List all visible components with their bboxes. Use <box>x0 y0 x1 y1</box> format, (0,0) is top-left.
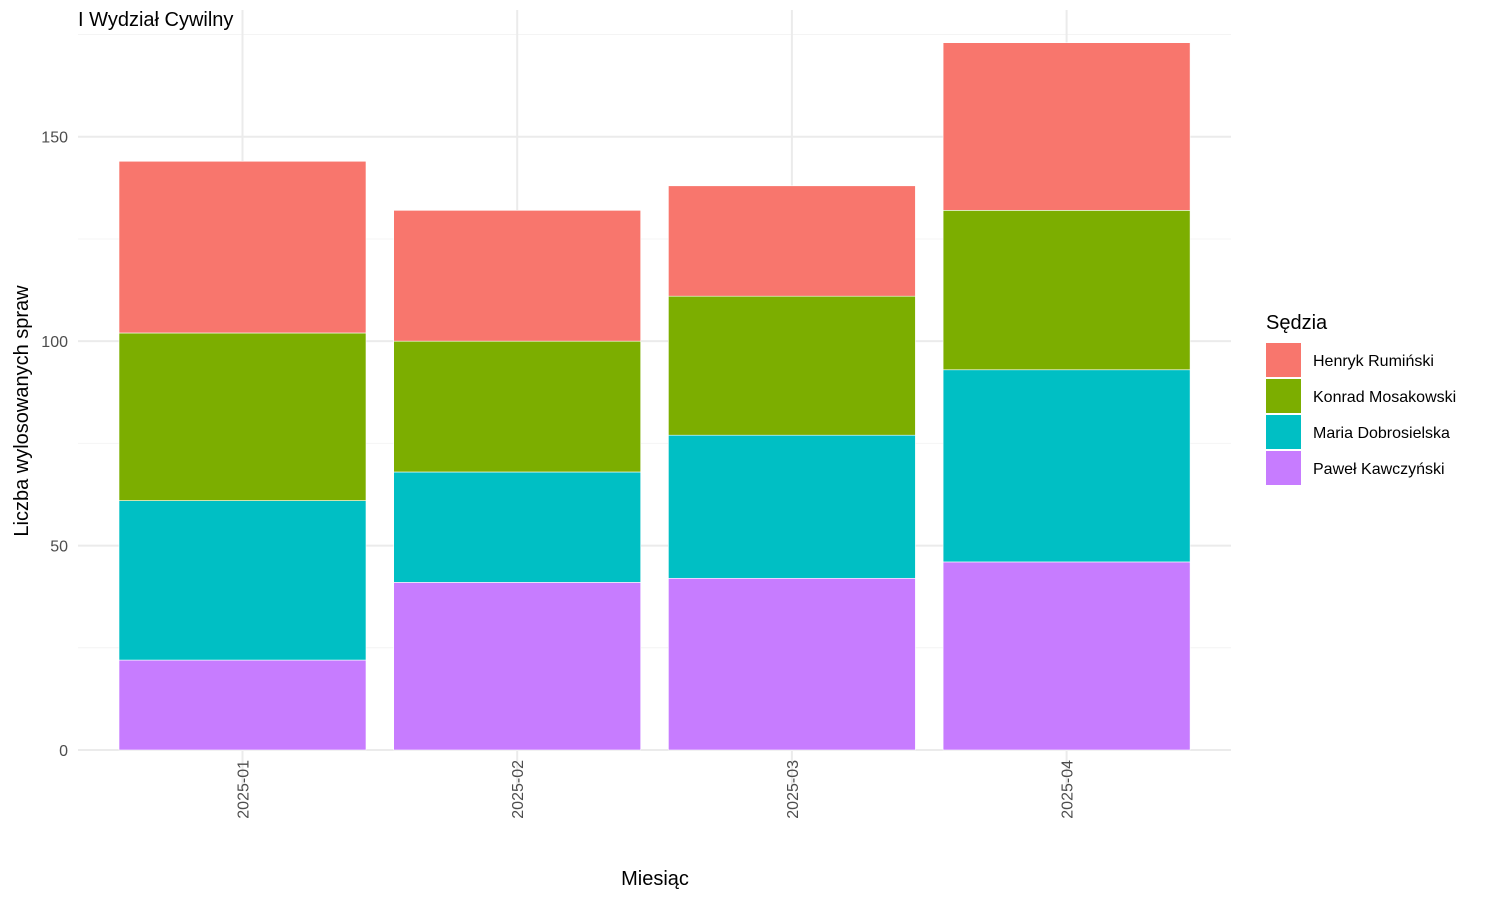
y-tick-label: 100 <box>41 334 68 351</box>
bar-segment <box>393 340 642 473</box>
bar-segment <box>118 332 367 501</box>
x-tick-label: 2025-03 <box>785 760 802 819</box>
legend-label: Konrad Mosakowski <box>1313 389 1456 406</box>
bar-segment <box>118 659 367 751</box>
legend-title: Sędzia <box>1266 312 1328 334</box>
bar-segment <box>668 577 916 751</box>
bar-segment <box>942 561 1191 751</box>
y-tick-label: 0 <box>59 743 68 760</box>
legend-key <box>1266 343 1301 377</box>
bar-segment <box>668 434 916 579</box>
chart-title: I Wydział Cywilny <box>78 9 233 31</box>
x-tick-label: 2025-04 <box>1060 760 1077 819</box>
x-tick-label: 2025-01 <box>236 760 253 819</box>
bar-segment <box>118 500 367 661</box>
axis-layer: 0 50 100 150 2025-01 2025-02 2025-03 2025-04 <box>41 130 1076 819</box>
bar-segment <box>942 42 1191 211</box>
y-axis-label: Liczba wylosowanych spraw <box>11 285 33 537</box>
legend-label: Maria Dobrosielska <box>1313 425 1450 442</box>
legend-label: Henryk Rumiński <box>1313 353 1434 370</box>
bar-segment <box>393 210 642 342</box>
y-tick-label: 50 <box>50 539 68 556</box>
bar-segment <box>118 160 367 334</box>
bar-segment <box>393 471 642 583</box>
legend-key <box>1266 451 1301 485</box>
bar-segment <box>668 185 916 297</box>
legend-key <box>1266 415 1301 449</box>
legend-key <box>1266 379 1301 413</box>
legend: Sędzia Henryk Rumiński Konrad Mosakowski M… <box>1266 312 1456 485</box>
bars-layer <box>118 42 1191 751</box>
bar-segment <box>668 295 916 436</box>
bar-segment <box>942 210 1191 371</box>
bar-segment <box>942 369 1191 563</box>
y-tick-label: 150 <box>41 130 68 147</box>
x-axis-label: Miesiąc <box>621 868 689 890</box>
x-tick-label: 2025-02 <box>510 760 527 819</box>
bar-segment <box>393 582 642 751</box>
legend-label: Paweł Kawczyński <box>1313 461 1445 478</box>
